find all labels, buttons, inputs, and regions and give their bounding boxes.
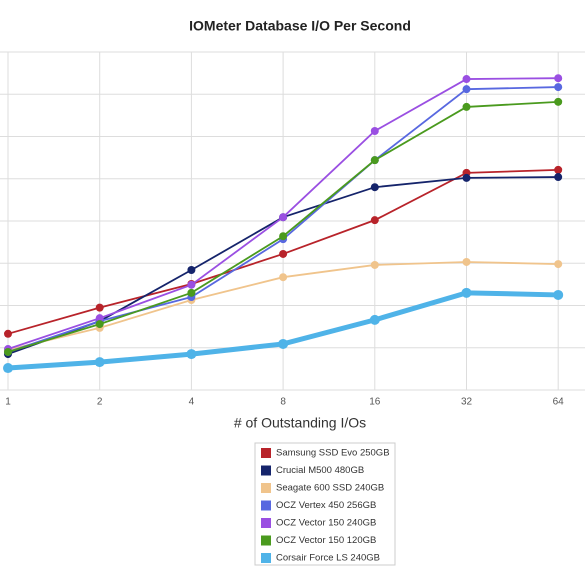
legend-label: Crucial M500 480GB [276,465,364,476]
x-tick-label: 8 [280,397,286,408]
legend-swatch [261,500,271,511]
data-point [461,287,472,298]
data-point [95,303,104,312]
data-point [370,183,379,192]
data-point [3,363,13,374]
data-point [279,232,288,241]
data-point [187,266,196,275]
x-tick-label: 4 [189,397,195,408]
data-point [462,85,471,94]
data-point [554,74,563,83]
legend-swatch [261,448,271,458]
data-point [554,83,563,92]
data-point [370,156,379,165]
data-point [369,314,380,325]
legend-label: Seagate 600 SSD 240GB [276,483,384,494]
data-point [553,289,564,300]
data-point [370,216,379,225]
legend-label: Samsung SSD Evo 250GB [276,448,390,459]
x-axis-label: # of Outstanding I/Os [234,415,366,431]
data-point [279,213,288,222]
x-tick-label: 64 [553,397,565,408]
legend-swatch [261,553,271,563]
legend-swatch [261,518,271,528]
data-point [279,273,288,282]
x-tick-label: 32 [461,397,473,408]
chart-title: IOMeter Database I/O Per Second [189,18,411,34]
data-point [278,338,289,349]
data-point [554,173,563,182]
data-point [279,249,288,258]
x-tick-label: 1 [5,397,11,408]
data-point [462,257,471,266]
data-point [554,97,563,106]
data-point [554,165,563,174]
data-point [94,357,105,368]
x-tick-label: 2 [97,397,103,408]
data-point [370,260,379,269]
data-point [187,288,196,297]
legend-swatch [261,535,271,546]
legend-label: OCZ Vector 150 120GB [276,535,376,546]
data-point [95,320,104,329]
data-point [462,102,471,111]
legend-swatch [261,465,271,476]
data-point [462,75,471,84]
data-point [4,329,12,338]
legend-label: Corsair Force LS 240GB [276,553,380,564]
legend-swatch [261,483,271,493]
data-point [187,280,196,289]
data-point [370,127,379,136]
data-point [462,173,471,182]
data-point [186,349,197,360]
data-point [554,260,563,269]
data-point [95,314,104,323]
legend-label: OCZ Vertex 450 256GB [276,500,376,511]
legend-box [254,442,396,566]
x-tick-label: 16 [369,397,381,408]
legend-label: OCZ Vector 150 240GB [276,518,376,529]
data-point [4,347,12,356]
